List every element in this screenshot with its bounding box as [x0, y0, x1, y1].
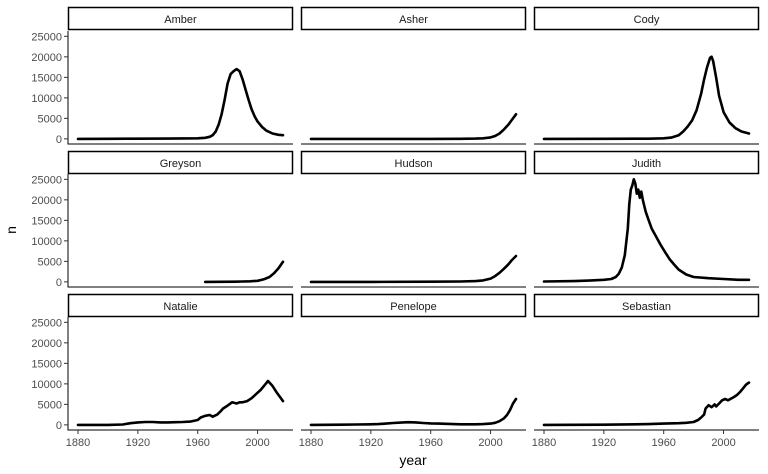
- facet-strip: [300, 150, 527, 175]
- y-tick-label: 10000: [31, 379, 62, 391]
- facet-strip: [67, 293, 294, 318]
- y-tick-label: 0: [56, 420, 62, 432]
- y-tick-label: 25000: [31, 174, 62, 186]
- facet-panel: Penelope 1880 1920 1960 2000: [299, 293, 527, 449]
- facet-strip-label: Cody: [634, 14, 660, 26]
- y-tick-label: 25000: [31, 31, 62, 43]
- y-tick-label: 20000: [31, 195, 62, 207]
- facet-strip: [67, 150, 294, 175]
- facet-panel: Sebastian 1880 1920 1960 2000: [532, 293, 760, 449]
- x-tick-label: 2000: [245, 437, 269, 449]
- series-line: [309, 254, 518, 284]
- series-line: [309, 113, 518, 141]
- facet-strip: [67, 6, 294, 31]
- y-tick-label: 5000: [38, 399, 62, 411]
- series-line: [542, 178, 751, 283]
- x-tick-label: 1960: [418, 437, 442, 449]
- y-tick-label: 15000: [31, 72, 62, 84]
- series-line: [542, 55, 751, 141]
- series-line: [542, 381, 751, 427]
- x-tick-label: 1960: [651, 437, 675, 449]
- facet-strip-label: Greyson: [160, 158, 202, 170]
- y-tick-label: 25000: [31, 317, 62, 329]
- x-tick-label: 1960: [185, 437, 209, 449]
- facet-strip-label: Judith: [632, 158, 661, 170]
- x-tick-label: 1920: [592, 437, 616, 449]
- facet-panel: Hudson: [300, 150, 527, 288]
- series-line: [76, 67, 285, 141]
- y-tick-label: 10000: [31, 236, 62, 248]
- y-tick-label: 0: [56, 277, 62, 289]
- facet-strip-label: Penelope: [390, 301, 437, 313]
- y-tick-label: 5000: [38, 113, 62, 125]
- facet-strip-label: Amber: [164, 14, 197, 26]
- facet-strip: [533, 150, 760, 175]
- facet-panel: Asher: [300, 6, 527, 145]
- y-tick-label: 15000: [31, 215, 62, 227]
- x-tick-label: 1920: [126, 437, 150, 449]
- facet-strip: [533, 293, 760, 318]
- x-tick-label: 1880: [66, 437, 90, 449]
- x-tick-label: 2000: [711, 437, 735, 449]
- x-tick-label: 2000: [478, 437, 502, 449]
- facet-panel: Amber 0 5000 10000 15000 20000 25000: [31, 6, 294, 146]
- facet-strip-label: Sebastian: [622, 301, 671, 313]
- y-tick-label: 0: [56, 134, 62, 146]
- x-tick-label: 1920: [359, 437, 383, 449]
- facet-panel: Cody: [533, 6, 760, 145]
- x-axis-title: year: [399, 452, 427, 468]
- y-tick-label: 15000: [31, 358, 62, 370]
- facet-strip-label: Natalie: [163, 301, 197, 313]
- series-line: [309, 397, 518, 427]
- facet-panel: Natalie 0 5000 10000 15000 20000 25000 1880 1920…: [31, 293, 294, 449]
- facet-strip: [300, 293, 527, 318]
- facet-panel: Greyson 0 5000 10000 15000 20000 25000: [31, 150, 294, 289]
- facet-strip-label: Asher: [399, 14, 428, 26]
- facet-strip-label: Hudson: [395, 158, 433, 170]
- series-line: [76, 379, 285, 427]
- series-line: [203, 260, 285, 284]
- facet-panel: Judith: [533, 150, 760, 288]
- y-tick-label: 5000: [38, 256, 62, 268]
- y-axis-title: n: [3, 226, 19, 234]
- x-tick-label: 1880: [532, 437, 556, 449]
- x-tick-label: 1880: [299, 437, 323, 449]
- facet-strip: [533, 6, 760, 31]
- y-tick-label: 10000: [31, 93, 62, 105]
- y-tick-label: 20000: [31, 52, 62, 64]
- facet-strip: [300, 6, 527, 31]
- y-tick-label: 20000: [31, 338, 62, 350]
